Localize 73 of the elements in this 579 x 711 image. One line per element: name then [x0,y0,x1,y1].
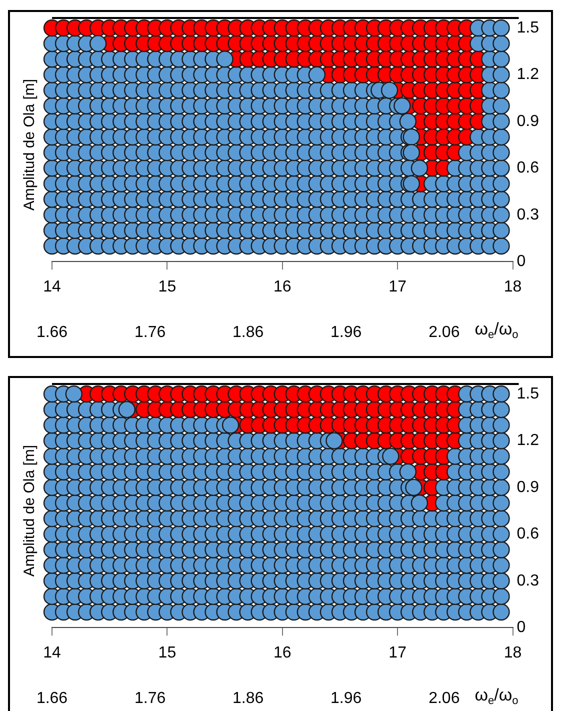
point [492,97,510,114]
y-tick-label: 0.3 [516,572,540,590]
y-tick-label: 0.6 [516,526,540,543]
y-tick-label: 0.9 [516,478,540,496]
x2-tick-label: 1.66 [36,324,68,341]
x2-tick-label: 1.96 [330,690,362,707]
point [492,588,510,606]
y-tick-label: 0 [516,253,526,270]
x-tick-label: 14 [43,644,61,662]
y-tick-label: 0 [516,619,526,636]
x-tick-label: 15 [158,278,176,296]
point [492,160,510,177]
point [394,97,411,114]
point [308,66,326,84]
x2-tick-label: 1.96 [330,324,362,341]
y-tick-label: 0.3 [516,206,540,224]
y-axis-title: Amplitud de Ola [m] [21,78,38,211]
point [492,222,510,240]
point [410,494,428,512]
x2-tick-label: 2.06 [428,324,460,341]
x-tick-label: 16 [273,278,292,296]
y-tick-label: 1.5 [516,19,540,36]
point [492,603,510,621]
point [222,416,240,434]
point [492,128,510,146]
point [492,237,510,255]
x2-tick-label: 1.66 [36,690,68,707]
point [492,494,510,512]
point [380,82,398,99]
point [410,160,428,177]
point [382,448,400,465]
x-tick-label: 17 [388,278,407,296]
point [492,526,510,543]
point [65,385,82,403]
point [492,478,510,496]
x-tick-label: 18 [504,278,522,296]
y-tick-label: 0.9 [516,112,540,130]
x-tick-label: 14 [43,278,61,296]
point [492,556,510,574]
point [492,175,510,192]
x-tick-label: 16 [273,644,292,662]
point [118,400,136,418]
x2-tick-label: 1.86 [232,690,264,707]
point [492,572,510,590]
point [492,144,510,162]
point [492,432,510,450]
point [326,432,343,450]
point [492,448,510,465]
y-tick-label: 1.2 [516,66,540,84]
x2-tick-label: 1.76 [134,324,166,341]
y-tick-label: 1.5 [516,385,540,402]
y-tick-label: 1.2 [516,432,540,450]
y-tick-label: 0.6 [516,160,540,177]
point [492,66,510,84]
x2-tick-label: 2.06 [428,690,460,707]
point [405,478,422,496]
point [399,463,417,480]
point [89,34,107,52]
point [216,50,234,68]
point [492,510,510,528]
point [492,206,510,224]
point [399,112,417,130]
x-tick-label: 15 [158,644,176,662]
point [492,82,510,99]
x-tick-label: 17 [388,644,407,662]
point [492,463,510,480]
y-axis-title: Amplitud de Ola [m] [21,444,38,577]
x2-tick-label: 1.86 [232,324,264,341]
x-tick-label: 18 [504,644,522,662]
point [492,541,510,558]
x2-tick-label: 1.76 [134,690,166,707]
point [492,190,510,208]
point [492,112,510,130]
